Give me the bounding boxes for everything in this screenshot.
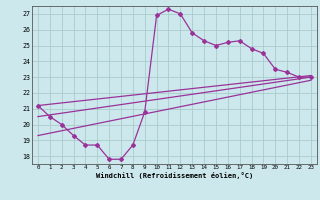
- X-axis label: Windchill (Refroidissement éolien,°C): Windchill (Refroidissement éolien,°C): [96, 172, 253, 179]
